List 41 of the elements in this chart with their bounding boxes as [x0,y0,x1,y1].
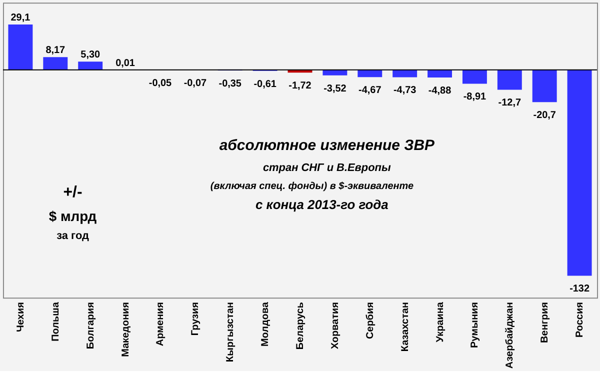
x-tick-label: Польша [50,302,62,342]
x-tick-label: Венгрия [540,302,551,343]
x-tick-label: Румыния [470,302,481,348]
data-label: 0,01 [116,58,136,69]
data-label: -0,05 [148,78,172,89]
x-tick-label: Россия [574,302,586,338]
x-tick-label: Грузия [190,302,202,336]
data-label: -4,67 [358,85,382,96]
x-tick-label: Украина [434,302,446,342]
data-label: -4,73 [393,85,417,96]
annotation: (включая спец. фонды) в $-эквиваленте [210,180,414,192]
data-label: 29,1 [10,12,31,24]
data-label: -132 [570,284,590,295]
x-tick-label: Беларусь [294,302,306,350]
x-tick-label: Болгария [85,302,96,350]
annotation: за год [56,230,89,242]
x-tick-label: Казахстан [400,302,411,352]
data-label: -4,88 [428,85,452,96]
annotation: абсолютное изменение ЗВР [219,137,434,154]
annotation: $ млрд [48,208,97,224]
data-label: -1,72 [288,80,312,92]
data-label: -0,07 [184,78,207,89]
x-tick-label: Азербайджан [504,302,516,369]
data-label: -12,7 [498,98,522,109]
data-label: -0,61 [254,78,277,90]
x-tick-label: Македония [120,302,132,357]
x-tick-label: Сербия [364,302,376,339]
data-label: -0,35 [218,78,242,90]
x-tick-label: Хорватия [330,302,341,350]
data-label: 8,17 [46,45,66,56]
data-label: -20,7 [533,110,556,122]
data-label: -3,52 [324,83,347,94]
x-tick-label: Молдова [260,302,272,346]
annotation: с конца 2013-го года [255,196,388,212]
annotation: стран СНГ и В.Европы [262,162,392,174]
annotation: +/- [63,184,82,201]
x-tick-label: Армения [155,302,166,346]
data-label: 5,30 [80,50,100,61]
x-tick-label: Кыргызстан [225,302,236,362]
x-tick-label: Чехия [15,302,26,332]
data-label: -8,91 [463,92,487,103]
